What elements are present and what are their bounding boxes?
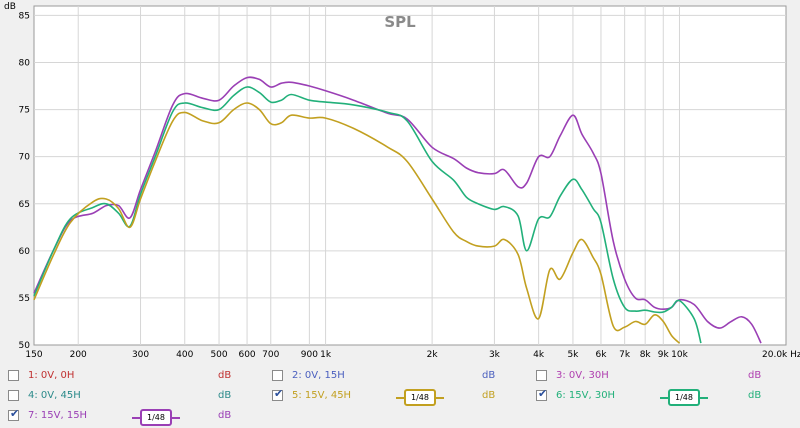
y-gridlines [34,14,786,299]
x-tick-label: 5k [567,350,579,360]
series-line [33,86,702,344]
y-tick-label: 50 [19,341,31,351]
legend-label: 5: 15V, 45H [292,390,352,401]
legend-item[interactable]: ✔ 6: 15V, 30H 1/48 dB [536,387,796,406]
x-tick-label: 9k [658,350,670,360]
legend-unit: dB [482,390,496,401]
x-tick-label: 500 [210,350,227,360]
x-tick-label: 150 [25,350,42,360]
legend-checkbox[interactable]: ✔ [272,387,284,401]
legend-label: 4: 0V, 45H [28,390,81,401]
smoothing-badge[interactable]: 1/48 [132,409,180,426]
series-line [33,102,681,344]
legend-item[interactable]: ✔ 5: 15V, 45H 1/48 dB [272,387,532,406]
chart-title: SPL [384,13,416,31]
legend-item[interactable]: 1: 0V, 0H dB [8,367,268,385]
x-tick-label: 1k [320,350,332,360]
legend-label: 1: 0V, 0H [28,370,75,381]
legend-checkbox[interactable] [536,370,547,381]
legend-label: 7: 15V, 15H [28,410,88,421]
x-tick-label: 8k [640,350,652,360]
x-tick-label: 4k [533,350,545,360]
y-tick-label: 75 [19,106,30,116]
legend-unit: dB [748,370,762,381]
y-tick-label: 60 [19,247,31,257]
legend-label: 6: 15V, 30H [556,390,616,401]
smoothing-badge[interactable]: 1/48 [660,389,708,406]
x-tick-label: 7k [619,350,631,360]
series-line [33,76,762,344]
legend-unit: dB [218,370,232,381]
y-tick-label: 55 [19,294,30,304]
legend-unit: dB [482,370,496,381]
checkmark-icon: ✔ [10,407,20,420]
x-tick-label: 20.0k Hz [762,350,800,360]
legend-checkbox[interactable] [8,370,19,381]
x-tick-label: 3k [489,350,501,360]
x-tick-label: 6k [595,350,607,360]
x-tick-label: 600 [238,350,255,360]
legend-checkbox[interactable]: ✔ [8,407,20,421]
y-unit-label: dB [4,2,16,12]
legend-unit: dB [218,390,232,401]
checkmark-icon: ✔ [538,387,548,400]
smoothing-badge[interactable]: 1/48 [396,389,444,406]
legend-unit: dB [218,410,232,421]
x-tick-label: 300 [132,350,149,360]
series-lines [33,76,762,344]
legend-checkbox[interactable]: ✔ [536,387,548,401]
checkmark-icon: ✔ [274,387,284,400]
legend-item[interactable]: 2: 0V, 15H dB [272,367,532,385]
legend-checkbox[interactable] [8,390,19,401]
x-tick-label: 900 [301,350,318,360]
legend-checkbox[interactable] [272,370,283,381]
y-tick-labels: 50 55 60 65 70 75 80 85 [19,11,31,351]
y-tick-label: 70 [19,153,31,163]
spl-chart: SPL dB 50 55 60 65 70 75 80 85 150 200 300 400 500 6… [4,2,800,360]
x-tick-labels: 150 200 300 400 500 600 700 900 1k 2k 3k 4k 5k 6k 7k 8k… [25,350,800,360]
y-tick-label: 80 [19,59,31,69]
x-tick-label: 2k [427,350,439,360]
legend-label: 2: 0V, 15H [292,370,345,381]
legend-unit: dB [748,390,762,401]
legend-label: 3: 0V, 30H [556,370,609,381]
x-tick-label: 700 [262,350,279,360]
legend-item[interactable]: 4: 0V, 45H dB [8,387,268,405]
legend-item[interactable]: 3: 0V, 30H dB [536,367,796,385]
y-tick-label: 85 [19,11,30,21]
legend-item[interactable]: ✔ 7: 15V, 15H 1/48 dB [8,407,268,426]
legend-panel: 1: 0V, 0H dB 2: 0V, 15H dB 3: 0V, 30H dB 4: 0V… [0,362,800,428]
x-tick-label: 200 [70,350,87,360]
x-tick-label: 400 [176,350,193,360]
y-tick-label: 65 [19,200,30,210]
x-tick-label: 10k [671,350,688,360]
